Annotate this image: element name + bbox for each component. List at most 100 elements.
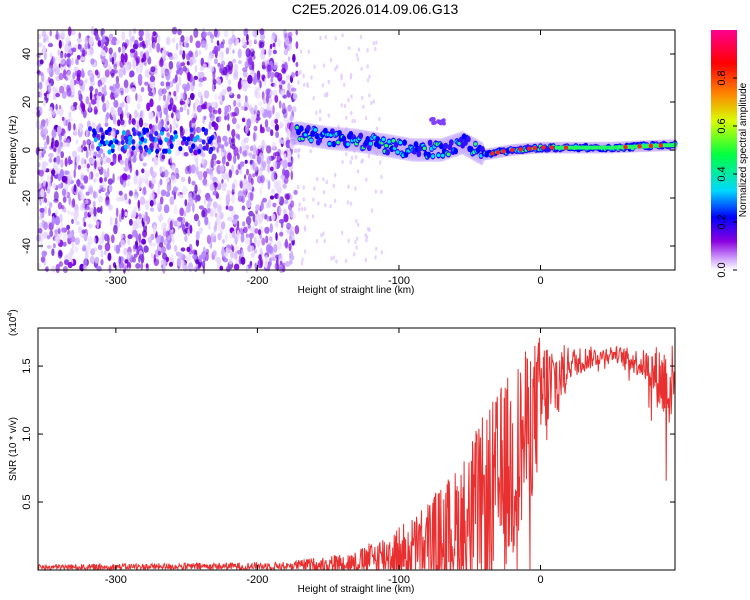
faint-speck	[356, 57, 360, 62]
noise-speck	[138, 233, 142, 243]
noise-speck	[141, 57, 145, 63]
noise-speck	[269, 43, 273, 50]
noise-speck	[137, 73, 143, 82]
track-bright	[422, 146, 427, 151]
noise-speck	[248, 232, 254, 239]
noise-speck	[156, 105, 162, 112]
early-cluster	[96, 146, 101, 152]
faint-speck	[349, 201, 353, 206]
noise-speck	[187, 71, 191, 82]
noise-speck	[74, 237, 81, 245]
track-peak	[510, 147, 515, 153]
early-cluster	[209, 136, 214, 142]
noise-speck	[148, 111, 154, 120]
noise-speck	[110, 92, 114, 100]
faint-speck	[366, 78, 370, 83]
track-green	[633, 144, 636, 149]
noise-speck	[209, 111, 213, 119]
noise-speck	[59, 141, 64, 149]
noise-speck	[124, 259, 129, 264]
noise-speck	[117, 106, 123, 115]
noise-speck	[287, 82, 291, 91]
noise-speck	[126, 251, 132, 259]
noise-speck	[108, 264, 112, 274]
noise-speck	[197, 71, 201, 80]
noise-speck	[100, 205, 103, 215]
track-green	[591, 145, 594, 150]
track-green	[675, 143, 677, 148]
early-cluster	[131, 145, 136, 151]
y-tick-label: 40	[21, 48, 33, 60]
noise-speck	[51, 248, 55, 256]
noise-speck	[169, 229, 174, 239]
noise-speck	[240, 105, 245, 111]
noise-speck	[186, 246, 191, 252]
noise-speck	[137, 245, 143, 252]
noise-speck	[262, 197, 267, 203]
track-green	[656, 143, 659, 148]
noise-speck	[93, 178, 97, 183]
noise-speck	[109, 33, 114, 39]
noise-speck	[42, 231, 49, 239]
noise-speck	[136, 120, 140, 130]
noise-speck	[94, 108, 98, 114]
faint-speck	[340, 103, 343, 108]
noise-speck	[107, 252, 112, 261]
noise-speck	[157, 187, 160, 196]
noise-speck	[102, 102, 107, 113]
noise-speck	[169, 220, 173, 231]
noise-speck	[203, 197, 207, 206]
noise-speck	[103, 84, 107, 93]
noise-speck	[283, 48, 289, 56]
noise-speck	[134, 222, 139, 230]
noise-speck	[158, 95, 162, 101]
noise-speck	[126, 261, 132, 270]
faint-speck	[315, 239, 319, 244]
noise-speck	[70, 104, 74, 111]
track-core	[365, 136, 371, 143]
noise-speck	[135, 263, 141, 269]
noise-speck	[210, 173, 214, 178]
noise-speck	[87, 236, 94, 245]
noise-speck	[98, 157, 103, 162]
noise-speck	[153, 254, 156, 263]
noise-speck	[135, 92, 138, 102]
noise-speck	[133, 150, 138, 157]
noise-speck	[120, 90, 124, 96]
noise-speck	[225, 194, 231, 204]
noise-speck	[203, 171, 208, 179]
noise-speck	[82, 216, 86, 223]
noise-speck	[287, 104, 292, 112]
noise-speck	[102, 58, 109, 69]
noise-speck	[78, 32, 81, 39]
track-green	[595, 145, 598, 150]
noise-speck	[228, 38, 233, 46]
faint-speck	[332, 255, 335, 260]
noise-speck	[58, 72, 64, 81]
faint-speck	[326, 91, 329, 97]
noise-speck	[200, 103, 207, 110]
noise-speck	[130, 87, 136, 93]
track-green	[604, 145, 606, 150]
faint-speck	[334, 172, 337, 178]
early-cluster	[123, 144, 128, 150]
early-cluster	[107, 149, 112, 155]
noise-speck	[155, 236, 159, 244]
early-cluster	[186, 136, 191, 142]
noise-speck	[198, 205, 204, 210]
snr-series-line	[37, 337, 676, 572]
track-green	[577, 145, 579, 150]
noise-speck	[61, 175, 67, 183]
noise-speck	[85, 149, 89, 159]
noise-speck	[132, 119, 136, 126]
noise-speck	[100, 249, 104, 258]
noise-speck	[250, 107, 255, 115]
noise-speck	[42, 180, 47, 187]
noise-speck	[76, 37, 82, 43]
noise-speck	[188, 176, 191, 185]
noise-speck	[96, 100, 100, 108]
noise-speck	[156, 112, 161, 117]
noise-speck	[177, 190, 180, 197]
noise-speck	[184, 166, 190, 175]
noise-speck	[152, 31, 157, 37]
